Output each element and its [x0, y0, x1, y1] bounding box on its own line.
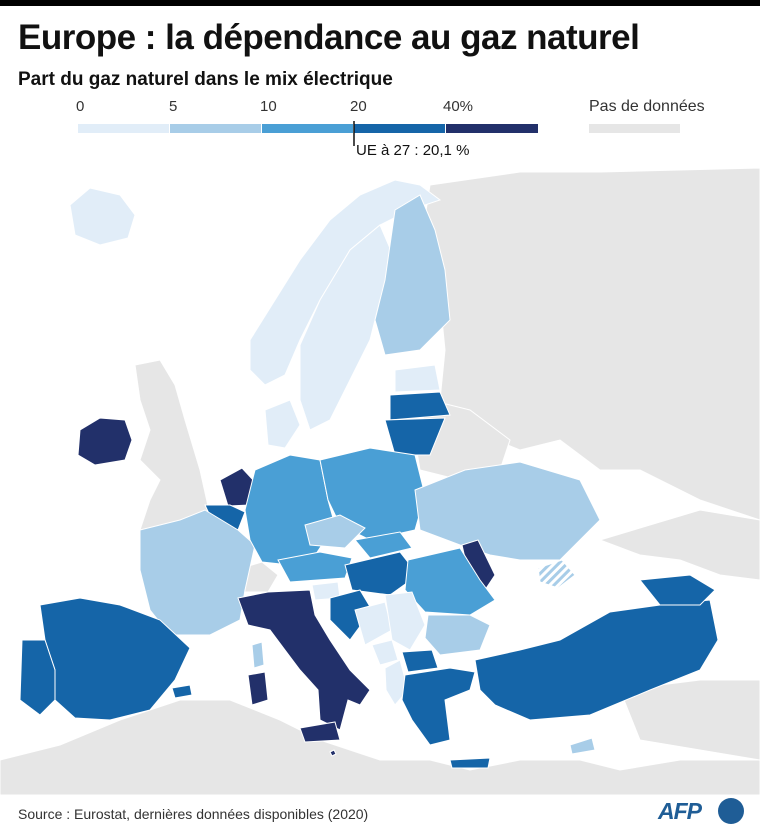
region-greece — [401, 667, 476, 746]
region-malta — [329, 749, 337, 757]
eu-average-note: UE à 27 : 20,1 % — [356, 142, 470, 159]
region-poland — [319, 447, 426, 541]
region-serbia — [384, 591, 426, 651]
no-data-land — [0, 168, 760, 795]
legend-tick-0: 0 — [76, 98, 85, 115]
legend-tick-20: 20 — [350, 98, 367, 115]
afp-logo-text: AFP — [658, 798, 702, 824]
region-cyprus — [569, 737, 596, 755]
region-hungary — [344, 551, 419, 596]
legend-swatch-40-plus — [446, 124, 538, 133]
region-estonia — [394, 364, 441, 393]
region-czechia — [304, 514, 366, 549]
region-slovakia — [354, 531, 413, 559]
region-north-macedonia — [401, 649, 439, 673]
top-rule — [0, 0, 760, 6]
legend-tick-10: 10 — [260, 98, 277, 115]
legend-tick-5: 5 — [169, 98, 178, 115]
middle-east — [619, 679, 760, 761]
region-corsica — [251, 641, 265, 669]
region-ireland — [77, 417, 133, 466]
region-bulgaria — [424, 614, 491, 656]
page-title: Europe : la dépendance au gaz naturel — [18, 18, 640, 57]
region-portugal — [19, 639, 56, 716]
afp-logo: AFP — [658, 796, 748, 826]
region-crimea — [537, 559, 576, 589]
page-subtitle: Part du gaz naturel dans le mix électriq… — [18, 69, 393, 90]
afp-logo-dot — [718, 798, 744, 824]
region-sicily — [299, 721, 341, 743]
legend-swatch-0-5 — [78, 124, 169, 133]
region-georgia — [639, 574, 716, 606]
legend-swatch-20-40 — [354, 124, 445, 133]
legend: 0 5 10 20 40% Pas de données UE à 27 : 2… — [0, 0, 760, 170]
region-italy — [237, 589, 371, 731]
region-turkey — [474, 599, 719, 721]
region-denmark — [264, 399, 301, 449]
legend-swatch-5-10 — [170, 124, 261, 133]
legend-swatch-no-data — [589, 124, 680, 133]
region-crete — [449, 757, 491, 769]
region-sardinia — [247, 671, 269, 706]
region-ukraine — [414, 461, 601, 561]
europe-map — [0, 168, 760, 795]
north-africa — [0, 699, 760, 795]
legend-tick-40: 40% — [443, 98, 474, 115]
legend-swatch-10-20 — [262, 124, 353, 133]
region-iceland — [69, 187, 136, 246]
region-finland — [374, 194, 451, 356]
no-data-label: Pas de données — [589, 98, 705, 115]
source-note: Source : Eurostat, dernières données dis… — [18, 806, 369, 822]
region-balearics — [171, 684, 193, 699]
russia-caucasus — [598, 509, 760, 581]
region-lithuania — [384, 417, 446, 456]
region-latvia — [389, 391, 451, 421]
region-montenegro — [371, 639, 399, 666]
